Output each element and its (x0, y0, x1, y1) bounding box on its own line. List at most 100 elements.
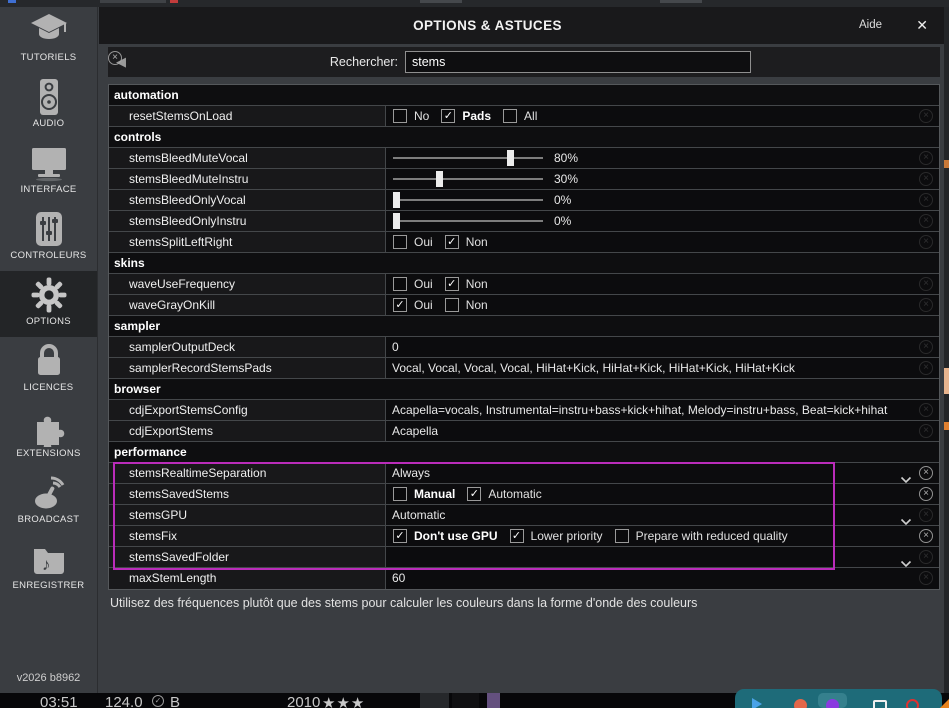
checkbox-checked-icon[interactable]: ✓ (444, 277, 459, 291)
reset-icon[interactable]: × (919, 277, 933, 291)
setting-value: 0% × (386, 211, 939, 231)
text-value[interactable]: Acapella (392, 424, 439, 438)
setting-row: cdjExportStems Acapella × (109, 421, 939, 442)
key-match-icon: ✓ (152, 695, 164, 707)
help-button[interactable]: Aide (858, 19, 882, 31)
checkbox-option[interactable]: No (393, 106, 429, 126)
reset-icon[interactable]: × (919, 424, 933, 438)
reset-icon[interactable]: × (919, 340, 933, 354)
red-app-icon[interactable] (906, 699, 919, 708)
reset-icon[interactable]: × (919, 403, 933, 417)
reset-icon[interactable]: × (919, 508, 933, 522)
dropdown-value[interactable]: Automatic (392, 508, 446, 522)
checkbox-group: Oui ✓ Non (386, 232, 939, 252)
reset-icon[interactable]: × (919, 466, 933, 480)
square-app-icon[interactable] (873, 700, 887, 708)
checkbox-option[interactable]: Oui (393, 274, 433, 294)
sidebar-item-audio[interactable]: AUDIO (0, 73, 97, 139)
chevron-down-icon[interactable] (900, 470, 912, 484)
sidebar-item-enregistrer[interactable]: ♪ ENREGISTRER (0, 535, 97, 601)
reset-icon[interactable]: × (919, 487, 933, 501)
setting-row: samplerOutputDeck 0 × (109, 337, 939, 358)
checkbox-option[interactable]: ✓ Lower priority (509, 526, 603, 546)
purple-app-icon[interactable] (826, 699, 839, 708)
checkbox-unchecked-icon[interactable] (444, 298, 459, 312)
reset-icon[interactable]: × (919, 298, 933, 312)
text-value[interactable]: 60 (392, 571, 406, 585)
reset-icon[interactable]: × (919, 109, 933, 123)
setting-name: stemsSavedFolder (109, 547, 386, 567)
search-input[interactable] (405, 51, 751, 73)
slider-thumb[interactable] (393, 192, 400, 208)
sidebar-item-controleurs[interactable]: CONTROLEURS (0, 205, 97, 271)
reset-icon[interactable]: × (919, 571, 933, 585)
slider-thumb[interactable] (435, 171, 443, 187)
reset-icon[interactable]: × (919, 214, 933, 228)
setting-value: 80% × (386, 148, 939, 168)
search-clear-icon[interactable]: × (108, 51, 122, 65)
sidebar-item-options[interactable]: OPTIONS (0, 271, 97, 337)
checkbox-group: Manual ✓ Automatic (386, 484, 939, 504)
text-value[interactable]: Acapella=vocals, Instrumental=instru+bas… (392, 403, 888, 417)
checkbox-unchecked-icon[interactable] (393, 109, 407, 123)
checkbox-option[interactable]: Oui (393, 232, 433, 252)
reset-icon[interactable]: × (919, 550, 933, 564)
orange-app-icon[interactable] (794, 699, 807, 708)
checkbox-option[interactable]: ✓ Don't use GPU (393, 526, 498, 546)
checkbox-option[interactable]: ✓ Automatic (467, 484, 542, 504)
checkbox-unchecked-icon[interactable] (393, 487, 407, 501)
text-value[interactable]: Vocal, Vocal, Vocal, Vocal, HiHat+Kick, … (392, 361, 795, 375)
slider-thumb[interactable] (507, 150, 515, 166)
reset-icon[interactable]: × (919, 172, 933, 186)
chevron-down-icon[interactable] (900, 554, 912, 568)
checkbox-unchecked-icon[interactable] (393, 235, 407, 249)
dropdown-value[interactable]: Always (392, 466, 431, 480)
checkbox-checked-icon[interactable]: ✓ (444, 235, 459, 249)
reset-icon[interactable]: × (919, 235, 933, 249)
slider[interactable] (393, 171, 543, 187)
reset-icon[interactable]: × (919, 361, 933, 375)
reset-icon[interactable]: × (919, 151, 933, 165)
checkbox-option[interactable]: Prepare with reduced quality (614, 526, 788, 546)
checkbox-option[interactable]: ✓ Pads (441, 106, 491, 126)
checkbox-group: ✓ Don't use GPU ✓ Lower priority Prepare wit… (386, 526, 939, 546)
setting-value: 60 × (386, 568, 939, 589)
slider[interactable] (393, 150, 543, 166)
setting-row: stemsBleedOnlyInstru 0% × (109, 211, 939, 232)
checkbox-checked-icon[interactable]: ✓ (393, 298, 407, 312)
slider-thumb[interactable] (393, 213, 400, 229)
sidebar-item-interface[interactable]: INTERFACE (0, 139, 97, 205)
mixer-icon (35, 212, 62, 246)
reset-icon[interactable]: × (919, 529, 933, 543)
play-icon[interactable] (752, 698, 762, 708)
puzzle-icon (36, 416, 64, 447)
setting-description: Utilisez des fréquences plutôt que des s… (110, 596, 698, 610)
chevron-down-icon[interactable] (900, 512, 912, 526)
sidebar-item-extensions[interactable]: EXTENSIONS (0, 403, 97, 469)
checkbox-unchecked-icon[interactable] (614, 529, 629, 543)
checkbox-checked-icon[interactable]: ✓ (393, 529, 407, 543)
slider[interactable] (393, 213, 543, 229)
checkbox-option[interactable]: Manual (393, 484, 455, 504)
checkbox-checked-icon[interactable]: ✓ (509, 529, 524, 543)
checkbox-checked-icon[interactable]: ✓ (441, 109, 456, 123)
setting-name: stemsSplitLeftRight (109, 232, 386, 252)
checkbox-option[interactable]: Non (444, 295, 488, 315)
checkbox-unchecked-icon[interactable] (503, 109, 518, 123)
checkbox-unchecked-icon[interactable] (393, 277, 407, 291)
checkbox-option[interactable]: ✓ Non (444, 274, 488, 294)
close-icon[interactable]: ✕ (916, 17, 928, 33)
slider[interactable] (393, 192, 543, 208)
dialog-titlebar: OPTIONS & ASTUCES Aide ✕ (99, 7, 944, 44)
sidebar-item-tutoriels[interactable]: TUTORIELS (0, 7, 97, 73)
checkbox-option[interactable]: All (503, 106, 537, 126)
setting-name: samplerOutputDeck (109, 337, 386, 357)
track-rating-stars[interactable]: ★★★ (322, 695, 366, 708)
checkbox-option[interactable]: ✓ Non (444, 232, 488, 252)
sidebar-item-licences[interactable]: LICENCES (0, 337, 97, 403)
reset-icon[interactable]: × (919, 193, 933, 207)
text-value[interactable]: 0 (392, 340, 399, 354)
sidebar-item-broadcast[interactable]: BROADCAST (0, 469, 97, 535)
checkbox-option[interactable]: ✓ Oui (393, 295, 433, 315)
checkbox-checked-icon[interactable]: ✓ (467, 487, 482, 501)
